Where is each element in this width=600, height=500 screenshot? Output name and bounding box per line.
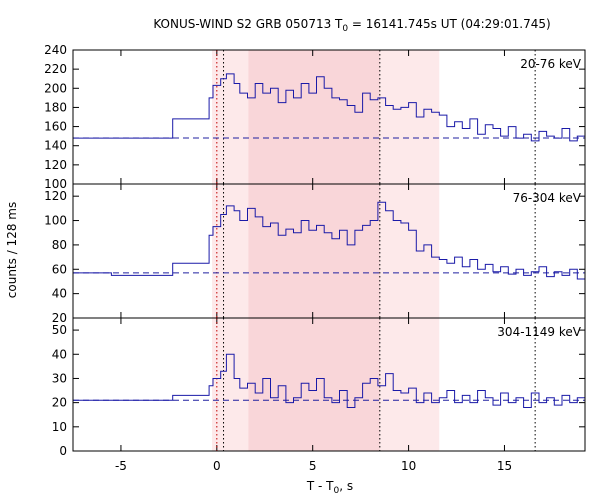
y-tick-label-p2: 0 [59,444,67,458]
y-axis-label: counts / 128 ms [5,202,19,298]
y-tick-label-p0: 220 [44,62,67,76]
chart-title: KONUS-WIND S2 GRB 050713 T0 = 16141.745s… [153,17,550,34]
light-curve-p1 [73,201,585,280]
y-tick-label-p1: 60 [52,262,67,276]
x-tick-label: 0 [213,459,221,473]
y-tick-label-p0: 120 [44,158,67,172]
y-tick-label-p0: 100 [44,177,67,191]
x-tick-label: 15 [497,459,512,473]
x-axis-label: T - T0, s [306,479,353,496]
y-tick-label-p1: 80 [52,238,67,252]
y-tick-label-p0: 180 [44,100,67,114]
light-curve-p2 [73,353,585,408]
y-tick-label-p2: 10 [52,420,67,434]
y-tick-label-p1: 120 [44,189,67,203]
x-tick-label: 5 [309,459,317,473]
energy-band-label-p2: 304-1149 keV [497,325,581,339]
energy-band-label-p0: 20-76 keV [520,57,582,71]
y-tick-label-p2: 30 [52,371,67,385]
light-curve-p0 [73,73,585,142]
y-tick-label-p1: 100 [44,214,67,228]
y-tick-label-p0: 160 [44,120,67,134]
panel-frame-p2 [72,317,586,452]
y-tick-label-p1: 40 [52,287,67,301]
x-tick-label: 10 [401,459,416,473]
energy-band-label-p1: 76-304 keV [513,191,582,205]
y-tick-label-p1: 20 [52,311,67,325]
y-tick-label-p0: 140 [44,139,67,153]
y-tick-label-p2: 50 [52,323,67,337]
y-tick-label-p0: 200 [44,81,67,95]
y-tick-label-p2: 20 [52,396,67,410]
x-tick-label: -5 [115,459,127,473]
y-tick-label-p2: 40 [52,347,67,361]
y-tick-label-p0: 240 [44,43,67,57]
